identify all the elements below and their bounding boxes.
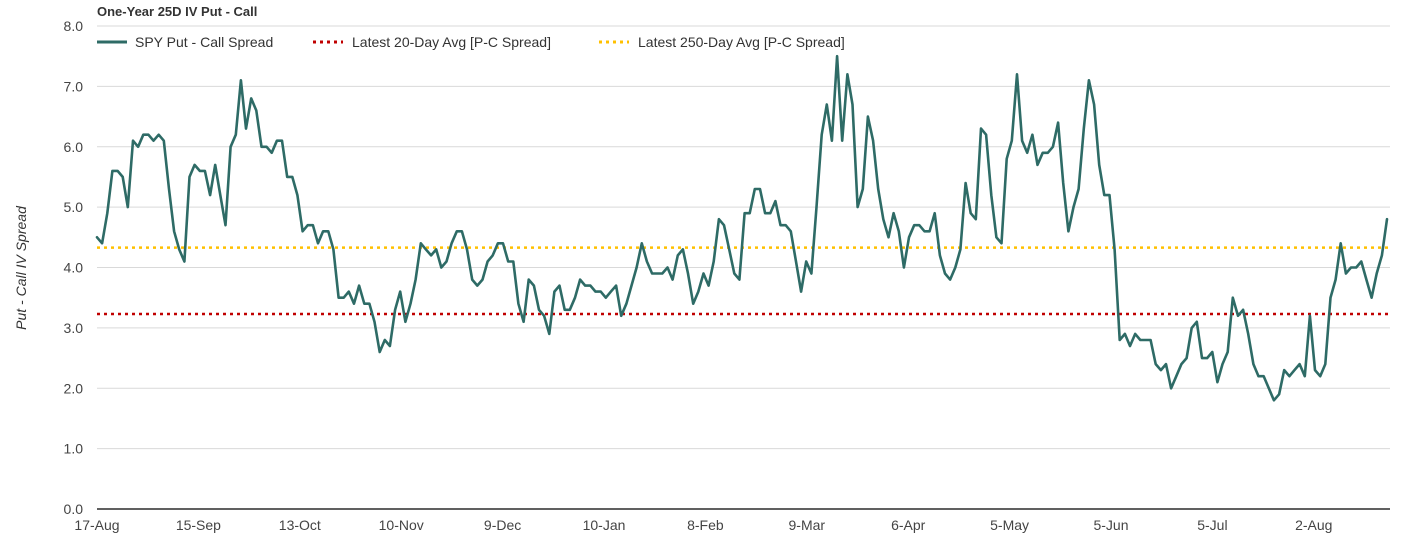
y-tick-label: 7.0 [64, 78, 84, 94]
series-layer [95, 54, 1389, 402]
x-tick-label: 6-Apr [891, 517, 926, 533]
y-tick-label: 6.0 [64, 139, 84, 155]
legend: SPY Put - Call Spread Latest 20-Day Avg … [97, 34, 845, 50]
legend-item-20-day-avg: Latest 20-Day Avg [P-C Spread] [313, 34, 551, 50]
legend-item-spy: SPY Put - Call Spread [97, 34, 273, 50]
x-tick-label: 15-Sep [176, 517, 221, 533]
y-axis-label: Put - Call IV Spread [13, 205, 29, 330]
series-line-spy [95, 54, 1389, 402]
reference-lines [97, 246, 1390, 316]
x-tick-label: 5-May [990, 517, 1029, 533]
gridlines [97, 25, 1390, 450]
y-tick-label: 0.0 [64, 501, 84, 517]
y-tick-label: 8.0 [64, 18, 84, 34]
x-tick-label: 8-Feb [687, 517, 724, 533]
x-tick-label: 2-Aug [1295, 517, 1332, 533]
x-tick-label: 5-Jun [1093, 517, 1128, 533]
y-tick-label: 2.0 [64, 380, 84, 396]
x-tick-label: 13-Oct [279, 517, 321, 533]
y-tick-label: 1.0 [64, 441, 84, 457]
x-tick-label: 10-Nov [379, 517, 424, 533]
y-tick-label: 3.0 [64, 320, 84, 336]
legend-label-spy: SPY Put - Call Spread [135, 34, 273, 50]
x-tick-label: 17-Aug [74, 517, 119, 533]
chart-title: One-Year 25D IV Put - Call [97, 4, 257, 19]
legend-item-250-day-avg: Latest 250-Day Avg [P-C Spread] [599, 34, 845, 50]
y-tick-label: 5.0 [64, 199, 84, 215]
x-tick-label: 9-Mar [789, 517, 826, 533]
axes: 0.0 1.0 2.0 3.0 4.0 5.0 6.0 7.0 8.0 17-Aug 15-Sep 1… [64, 18, 1390, 533]
x-tick-label: 5-Jul [1197, 517, 1227, 533]
y-tick-label: 4.0 [64, 260, 84, 276]
legend-label-20-day-avg: Latest 20-Day Avg [P-C Spread] [352, 34, 551, 50]
legend-label-250-day-avg: Latest 250-Day Avg [P-C Spread] [638, 34, 845, 50]
x-tick-label: 9-Dec [484, 517, 521, 533]
x-tick-label: 10-Jan [583, 517, 626, 533]
